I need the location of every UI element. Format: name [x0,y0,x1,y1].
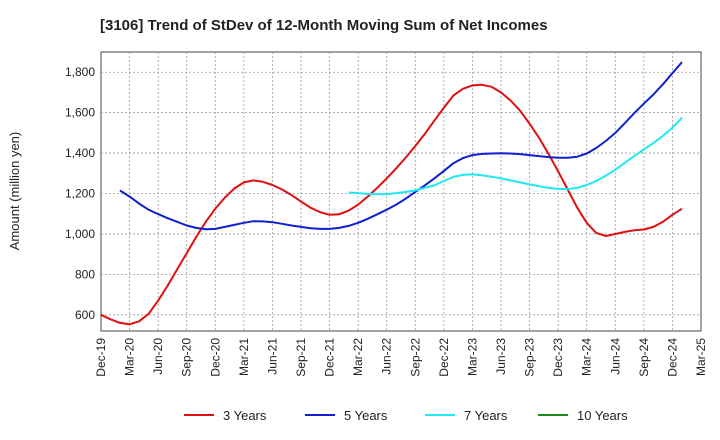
series-line-3-years [100,83,683,326]
series-line-5-years [119,61,683,231]
y-tick-label: 1,000 [65,227,95,241]
x-tick-label: Mar-20 [123,338,137,376]
legend-label: 7 Years [464,408,508,423]
x-tick-label: Mar-24 [580,338,594,376]
x-tick-label: Dec-22 [437,338,451,377]
x-tick-label: Dec-21 [323,338,337,377]
y-tick-label: 1,600 [65,106,95,120]
y-tick-label: 1,800 [65,65,95,79]
legend-label: 3 Years [223,408,267,423]
x-tick-label: Jun-23 [494,338,508,375]
y-tick-label: 1,400 [65,146,95,160]
x-tick-label: Dec-20 [208,338,222,377]
x-tick-label: Mar-23 [465,338,479,376]
x-tick-label: Sep-20 [180,338,194,377]
x-tick-label: Jun-21 [265,338,279,375]
x-tick-label: Sep-21 [294,338,308,377]
x-tick-label: Jun-22 [380,338,394,375]
x-tick-label: Dec-19 [94,338,108,377]
x-tick-label: Mar-22 [351,338,365,376]
x-tick-label: Sep-24 [637,338,651,377]
x-tick-label: Mar-25 [694,338,708,376]
x-tick-label: Jun-24 [608,338,622,375]
y-tick-label: 1,200 [65,187,95,201]
x-tick-label: Sep-22 [408,338,422,377]
x-tick-label: Sep-23 [523,338,537,377]
legend-label: 10 Years [577,408,628,423]
chart-title: [3106] Trend of StDev of 12-Month Moving… [100,17,548,34]
plot-area: Dec-19 Mar-20 Jun-20 Sep-20 Dec-20 Mar-21 Jun-… [65,51,708,377]
x-tick-label: Jun-20 [151,338,165,375]
x-tick-label: Mar-21 [237,338,251,376]
x-tick-label: Dec-24 [665,338,679,377]
y-tick-label: 800 [75,267,95,281]
legend: 3 Years 5 Years 7 Years 10 Years [184,408,628,423]
x-tick-label: Dec-23 [551,338,565,377]
series-line-7-years [348,117,683,196]
y-tick-label: 600 [75,308,95,322]
y-axis-label: Amount (million yen) [7,132,22,251]
legend-label: 5 Years [344,408,388,423]
